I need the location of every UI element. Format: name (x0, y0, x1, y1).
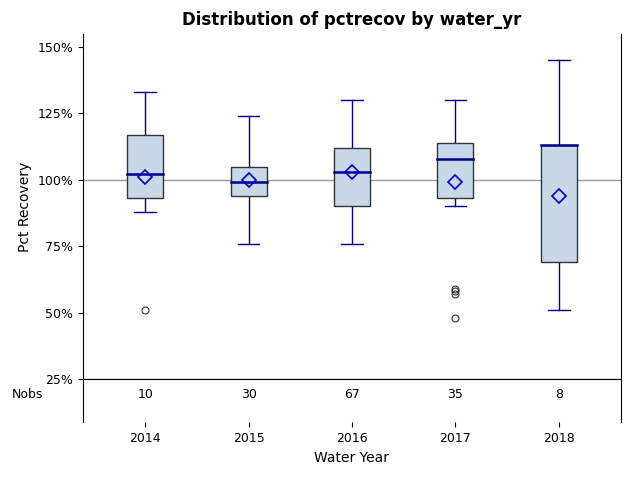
Bar (230, 167, 267, 196)
Text: 35: 35 (447, 388, 463, 401)
Title: Distribution of pctrecov by water_yr: Distribution of pctrecov by water_yr (182, 11, 522, 29)
Bar (334, 148, 370, 206)
Text: 30: 30 (241, 388, 257, 401)
X-axis label: Water Year: Water Year (314, 451, 390, 465)
Bar (437, 143, 474, 198)
Text: 67: 67 (344, 388, 360, 401)
Bar (127, 134, 163, 198)
Bar (541, 145, 577, 262)
Text: Nobs: Nobs (12, 388, 43, 401)
Y-axis label: Pct Recovery: Pct Recovery (18, 161, 32, 252)
Text: 8: 8 (555, 388, 563, 401)
Text: 10: 10 (138, 388, 153, 401)
